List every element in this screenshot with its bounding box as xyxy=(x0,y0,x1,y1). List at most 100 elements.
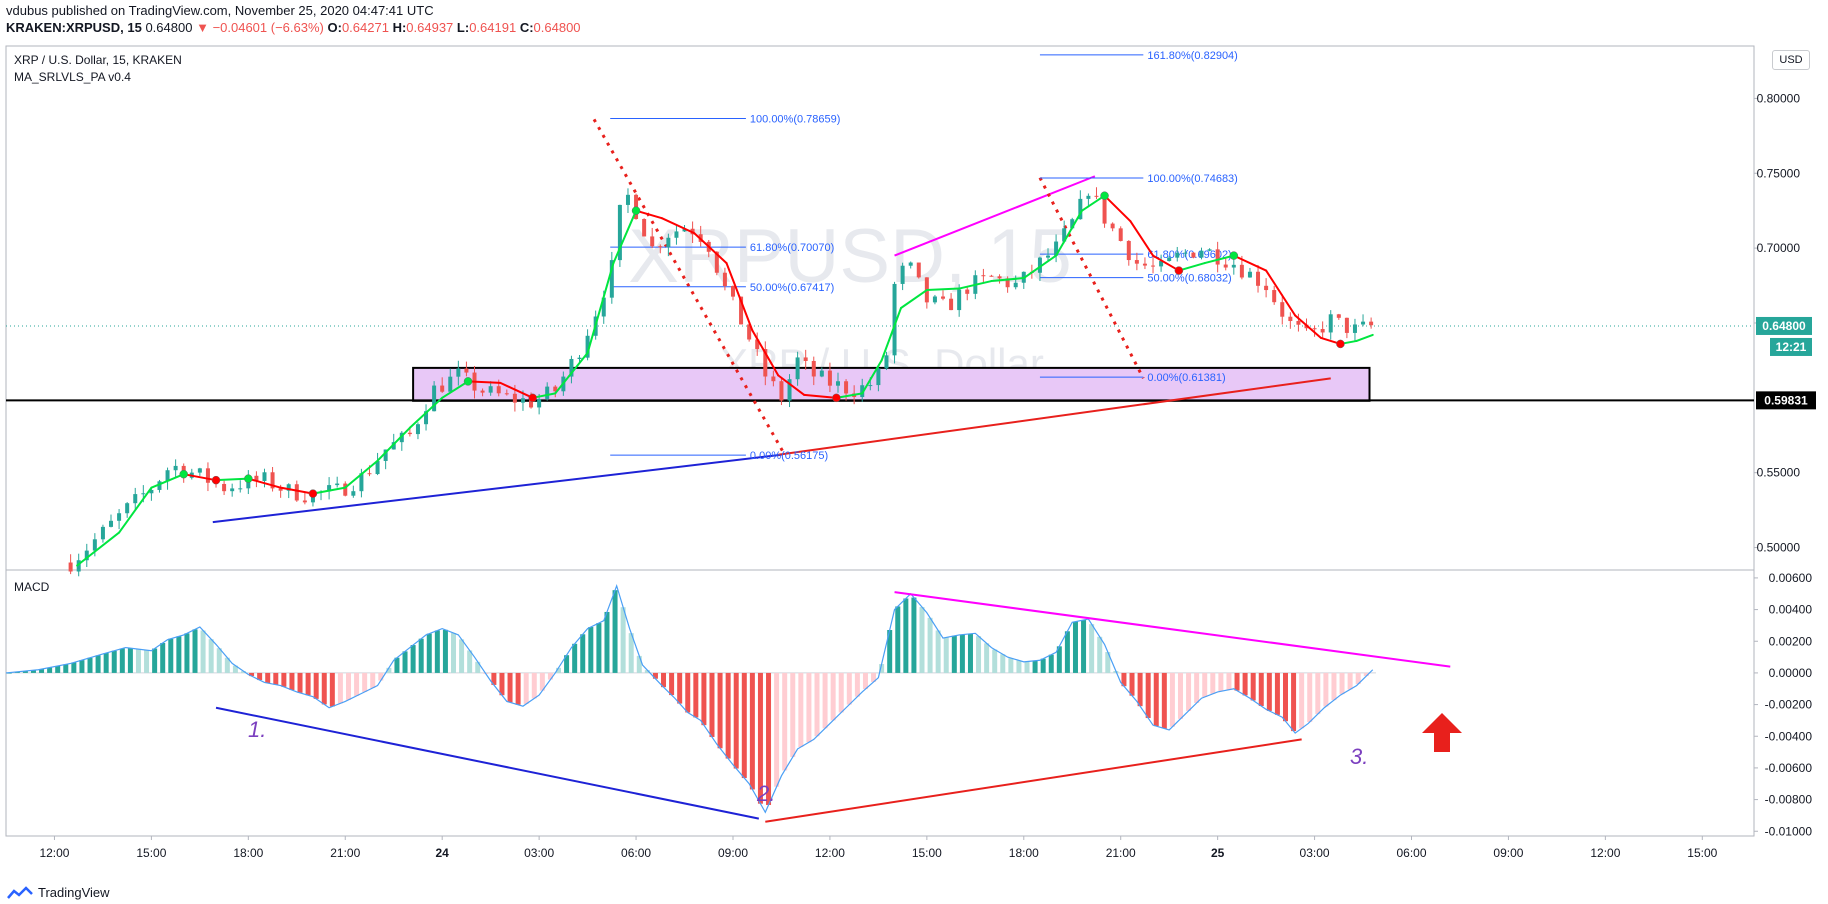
candle-body xyxy=(803,357,808,361)
ma-segment xyxy=(835,392,864,399)
candle-body xyxy=(997,276,1002,279)
macd-bar xyxy=(354,672,360,696)
candle xyxy=(1013,275,1018,290)
time-tick-label: 21:00 xyxy=(330,846,360,860)
macd-bar xyxy=(297,672,303,693)
candle-body xyxy=(916,262,921,278)
candle-body xyxy=(327,485,332,492)
fib-label: 50.00%(0.67417) xyxy=(750,282,834,294)
candle-body xyxy=(1110,223,1115,229)
macd-bar xyxy=(402,651,408,673)
candle-body xyxy=(480,390,485,393)
candle xyxy=(916,262,921,279)
candle-body xyxy=(835,381,840,386)
macd-bar xyxy=(240,671,246,673)
ma-turn-dot xyxy=(1229,251,1239,260)
ma-segment xyxy=(958,280,993,290)
macd-tick-label: -0.00400 xyxy=(1765,729,1813,743)
candle-body xyxy=(351,491,356,496)
candle-body xyxy=(642,219,647,237)
candle-body xyxy=(577,357,582,359)
fib-trend-dotted-2 xyxy=(1038,177,1145,380)
macd-bar xyxy=(1250,672,1256,701)
candle xyxy=(1118,226,1123,242)
candle-body xyxy=(92,539,97,551)
macd-bar xyxy=(652,672,658,679)
macd-bar xyxy=(111,650,117,673)
candle xyxy=(876,365,881,392)
macd-bar xyxy=(386,667,392,673)
time-tick-label: 21:00 xyxy=(1106,846,1136,860)
macd-bar xyxy=(862,672,868,690)
candle-body xyxy=(432,385,437,412)
price-tick-label: 0.50000 xyxy=(1757,541,1801,555)
candle xyxy=(109,514,114,528)
candle-body xyxy=(1280,302,1285,317)
macd-bar xyxy=(1266,672,1272,711)
candle-body xyxy=(1312,328,1317,330)
macd-bar xyxy=(717,672,723,749)
candle xyxy=(1352,318,1357,341)
macd-bar xyxy=(135,649,141,673)
footer: TradingView xyxy=(6,885,110,900)
macd-bar xyxy=(1282,672,1288,722)
candle-body xyxy=(238,488,243,490)
candle xyxy=(1046,248,1051,262)
time-tick-label: 09:00 xyxy=(1493,846,1523,860)
macd-bar xyxy=(1274,672,1280,715)
macd-bar xyxy=(451,633,457,673)
macd-bar xyxy=(426,633,432,673)
candle-body xyxy=(278,488,283,491)
candle xyxy=(1094,187,1099,200)
candle xyxy=(545,382,550,401)
ma-segment xyxy=(660,217,696,235)
ma-segment xyxy=(467,380,502,384)
candle-body xyxy=(100,526,105,540)
macd-bar xyxy=(1339,672,1345,695)
publish-info: vdubus published on TradingView.com, Nov… xyxy=(6,3,434,18)
candle-body xyxy=(892,283,897,356)
macd-bar xyxy=(959,634,965,673)
macd-bar xyxy=(943,637,949,673)
macd-bar xyxy=(329,672,335,707)
candle-body xyxy=(811,360,816,377)
candle-body xyxy=(795,357,800,380)
candle xyxy=(1336,313,1341,320)
candle-body xyxy=(440,385,445,392)
macd-bar xyxy=(677,672,683,704)
macd-line xyxy=(5,583,1374,814)
candle xyxy=(270,467,275,492)
last-price-tag xyxy=(1756,316,1812,335)
macd-bar xyxy=(1161,672,1167,729)
macd-bar xyxy=(547,672,553,680)
ma-segment xyxy=(118,486,153,534)
candle-body xyxy=(1070,219,1075,229)
macd-bar xyxy=(749,672,755,790)
macd-bar xyxy=(321,672,327,705)
candle-body xyxy=(1231,264,1236,268)
macd-bar xyxy=(434,630,440,673)
macd-bar xyxy=(168,638,174,673)
macd-bar xyxy=(1347,672,1353,690)
candle xyxy=(222,480,227,495)
macd-bar xyxy=(1258,672,1264,707)
macd-bar xyxy=(1129,672,1135,696)
ma-segment xyxy=(215,477,250,482)
macd-trendline-red xyxy=(765,738,1302,823)
macd-bar xyxy=(992,649,998,673)
macd-bar xyxy=(1137,672,1143,707)
currency-button[interactable]: USD xyxy=(1772,50,1810,70)
candle xyxy=(981,268,986,283)
candle-body xyxy=(827,370,832,386)
fib-label: 50.00%(0.68032) xyxy=(1147,273,1231,285)
macd-bar xyxy=(337,672,343,704)
macd-bar xyxy=(531,672,537,699)
candle xyxy=(747,323,752,342)
candle-body xyxy=(714,251,719,273)
macd-bar xyxy=(846,672,852,705)
ma-turn-dot xyxy=(1174,266,1184,275)
candle-body xyxy=(1320,328,1325,333)
macd-bar xyxy=(257,672,263,681)
candle xyxy=(165,467,170,490)
